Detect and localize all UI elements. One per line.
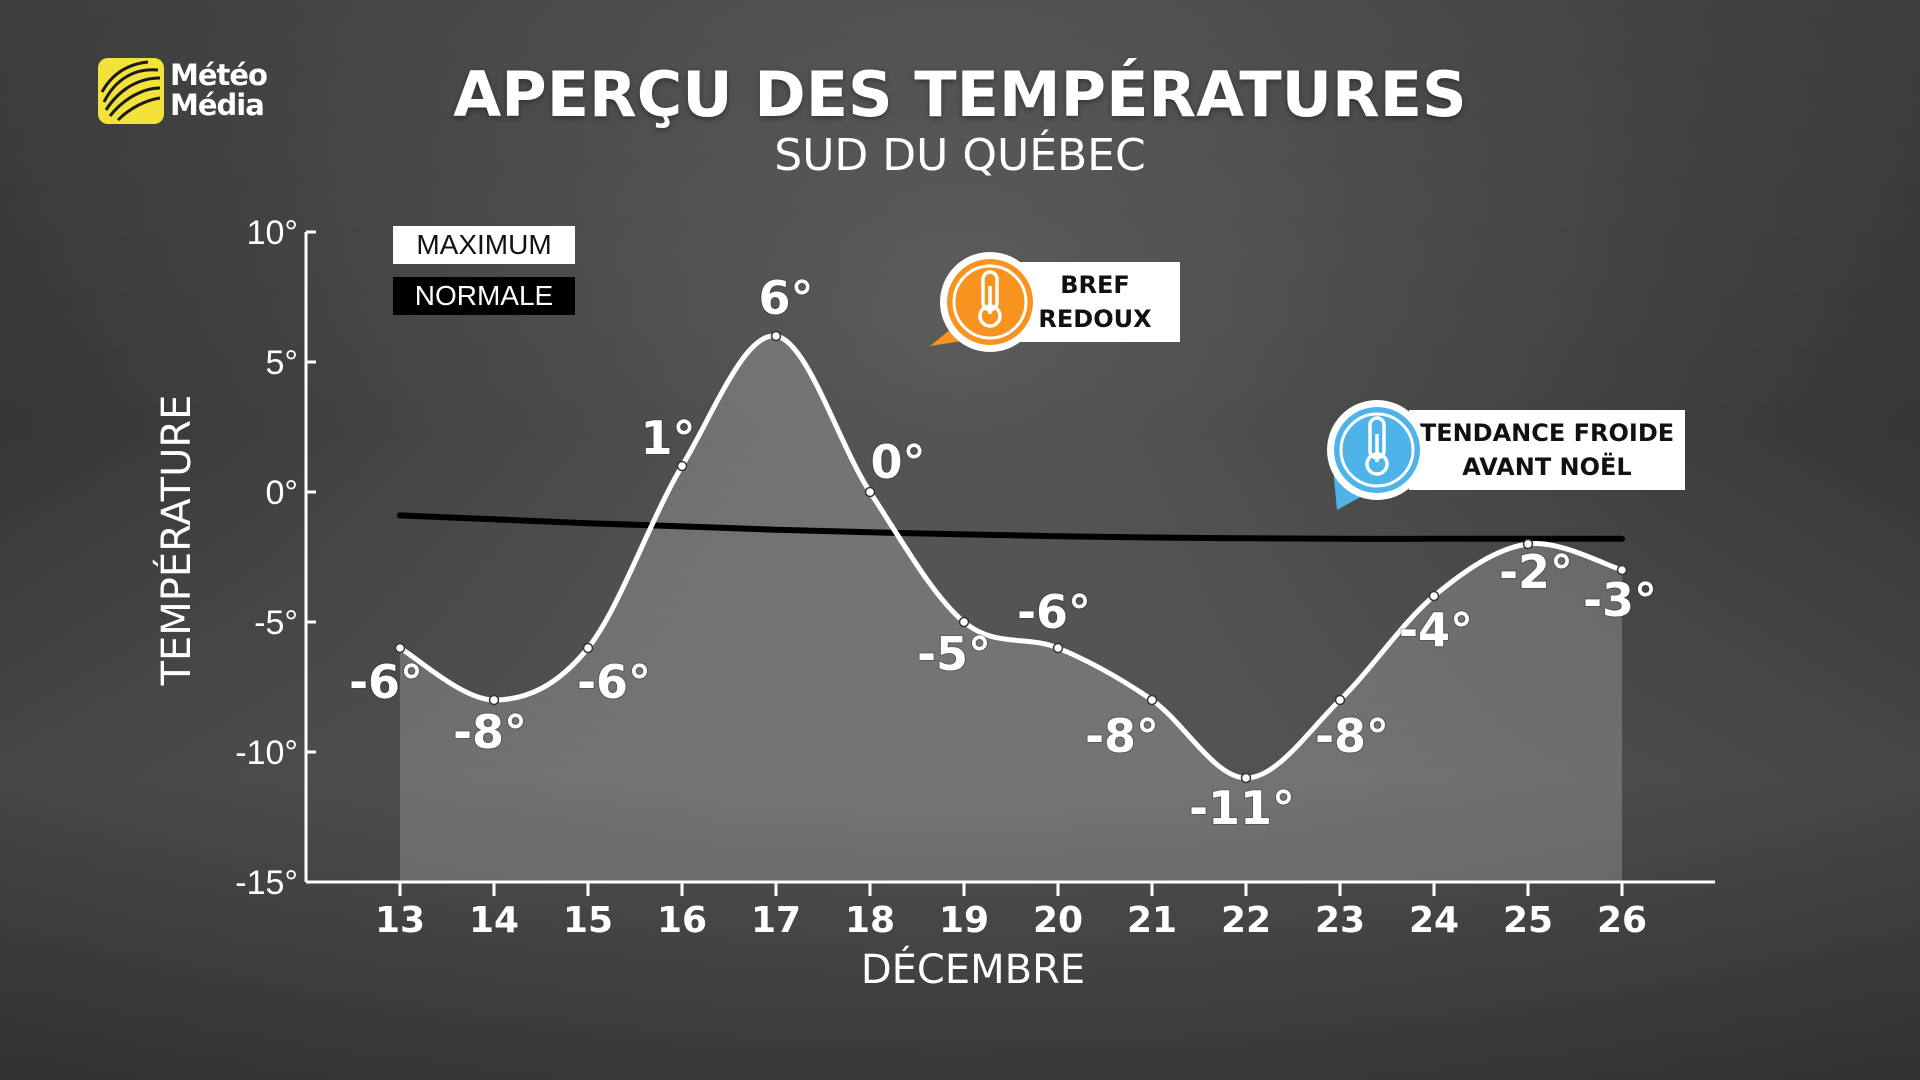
y-tick-label: 0° <box>265 474 298 512</box>
x-tick-label: 24 <box>1409 900 1459 941</box>
data-point <box>770 330 782 342</box>
callout-cold-box: TENDANCE FROIDE AVANT NOËL <box>1409 410 1685 490</box>
data-point <box>1240 772 1252 784</box>
x-tick-label: 19 <box>939 900 989 941</box>
x-tick-label: 17 <box>751 900 801 941</box>
data-label: -6° <box>349 655 423 709</box>
data-label: 1° <box>640 411 695 465</box>
legend-normale: NORMALE <box>393 277 575 315</box>
data-label: -4° <box>1399 603 1473 657</box>
brand-name-line1: Météo <box>170 58 268 92</box>
data-point <box>1334 694 1346 706</box>
brand-name-line2: Média <box>170 88 265 122</box>
brand-logo: Météo Média <box>98 56 288 126</box>
data-label: -6° <box>577 655 651 709</box>
x-tick-label: 13 <box>375 900 425 941</box>
callout-cold-line1: TENDANCE FROIDE <box>1419 419 1675 447</box>
normale-line <box>397 512 1625 542</box>
data-label: -8° <box>1085 709 1159 763</box>
thermometer-icon <box>1327 400 1427 510</box>
x-tick-label: 15 <box>563 900 613 941</box>
data-point <box>1052 642 1064 654</box>
x-tick-label: 14 <box>469 900 519 941</box>
data-label: -5° <box>917 627 991 681</box>
callout-cold-line2: AVANT NOËL <box>1462 453 1632 481</box>
callout-warm-line2: REDOUX <box>1038 305 1152 333</box>
callout-warm: BREF REDOUX <box>922 250 1182 360</box>
data-label: -8° <box>1315 709 1389 763</box>
data-point <box>1146 694 1158 706</box>
data-label: 0° <box>870 435 925 489</box>
y-tick-label: -15° <box>235 864 298 902</box>
data-label: -11° <box>1189 781 1295 835</box>
data-label: 6° <box>758 271 813 325</box>
y-axis-title: TEMPÉRATURE <box>152 395 200 687</box>
maximum-line <box>398 333 1623 781</box>
data-point <box>958 616 970 628</box>
data-point <box>1428 590 1440 602</box>
x-axis-title: DÉCEMBRE <box>861 945 1085 993</box>
brand-name: Météo Média <box>170 58 268 122</box>
data-point <box>1522 538 1534 550</box>
x-tick-label: 26 <box>1597 900 1647 941</box>
x-tick-label: 23 <box>1315 900 1365 941</box>
x-tick-label: 21 <box>1127 900 1177 941</box>
x-tick-label: 16 <box>657 900 707 941</box>
data-point <box>676 460 688 472</box>
y-tick-label: -10° <box>235 734 298 772</box>
y-tick-label: -5° <box>254 604 298 642</box>
x-tick-label: 25 <box>1503 900 1553 941</box>
maximum-area <box>400 335 1622 883</box>
page-title: APERÇU DES TEMPÉRATURES <box>453 58 1467 131</box>
data-point <box>394 642 406 654</box>
page-subtitle: SUD DU QUÉBEC <box>774 130 1146 181</box>
y-tick-label: 10° <box>247 214 298 252</box>
y-tick-label: 5° <box>265 344 298 382</box>
data-label: -6° <box>1017 585 1091 639</box>
data-label: -2° <box>1499 545 1573 599</box>
callout-warm-line1: BREF <box>1060 271 1130 299</box>
data-point <box>582 642 594 654</box>
data-label: -8° <box>453 705 527 759</box>
globe-icon <box>98 58 164 124</box>
data-point <box>1616 564 1628 576</box>
x-tick-label: 20 <box>1033 900 1083 941</box>
thermometer-icon <box>930 252 1040 352</box>
data-label: -3° <box>1583 573 1657 627</box>
callout-cold: TENDANCE FROIDE AVANT NOËL <box>1325 398 1695 518</box>
legend-maximum: MAXIMUM <box>393 226 575 264</box>
data-point <box>488 694 500 706</box>
x-tick-label: 18 <box>845 900 895 941</box>
data-point <box>864 486 876 498</box>
x-tick-label: 22 <box>1221 900 1271 941</box>
